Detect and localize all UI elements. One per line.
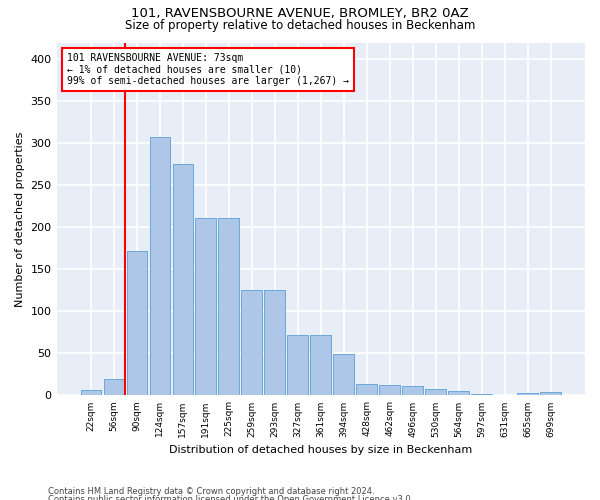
Bar: [494, 394, 515, 396]
Bar: [127, 251, 147, 396]
Text: Contains public sector information licensed under the Open Government Licence v3: Contains public sector information licen…: [48, 495, 413, 500]
Bar: [425, 388, 446, 396]
Text: 101 RAVENSBOURNE AVENUE: 73sqm
← 1% of detached houses are smaller (10)
99% of s: 101 RAVENSBOURNE AVENUE: 73sqm ← 1% of d…: [67, 53, 349, 86]
Bar: [310, 335, 331, 396]
Bar: [173, 164, 193, 396]
X-axis label: Distribution of detached houses by size in Beckenham: Distribution of detached houses by size …: [169, 445, 472, 455]
Bar: [104, 378, 124, 396]
Bar: [334, 354, 354, 396]
Bar: [403, 386, 423, 396]
Bar: [149, 136, 170, 396]
Bar: [80, 390, 101, 396]
Bar: [287, 335, 308, 396]
Bar: [265, 290, 285, 396]
Text: 101, RAVENSBOURNE AVENUE, BROMLEY, BR2 0AZ: 101, RAVENSBOURNE AVENUE, BROMLEY, BR2 0…: [131, 8, 469, 20]
Bar: [356, 384, 377, 396]
Bar: [517, 393, 538, 396]
Bar: [218, 218, 239, 396]
Y-axis label: Number of detached properties: Number of detached properties: [15, 132, 25, 306]
Bar: [379, 384, 400, 396]
Bar: [448, 391, 469, 396]
Bar: [540, 392, 561, 396]
Bar: [196, 218, 216, 396]
Text: Size of property relative to detached houses in Beckenham: Size of property relative to detached ho…: [125, 18, 475, 32]
Bar: [472, 394, 492, 396]
Bar: [241, 290, 262, 396]
Text: Contains HM Land Registry data © Crown copyright and database right 2024.: Contains HM Land Registry data © Crown c…: [48, 488, 374, 496]
